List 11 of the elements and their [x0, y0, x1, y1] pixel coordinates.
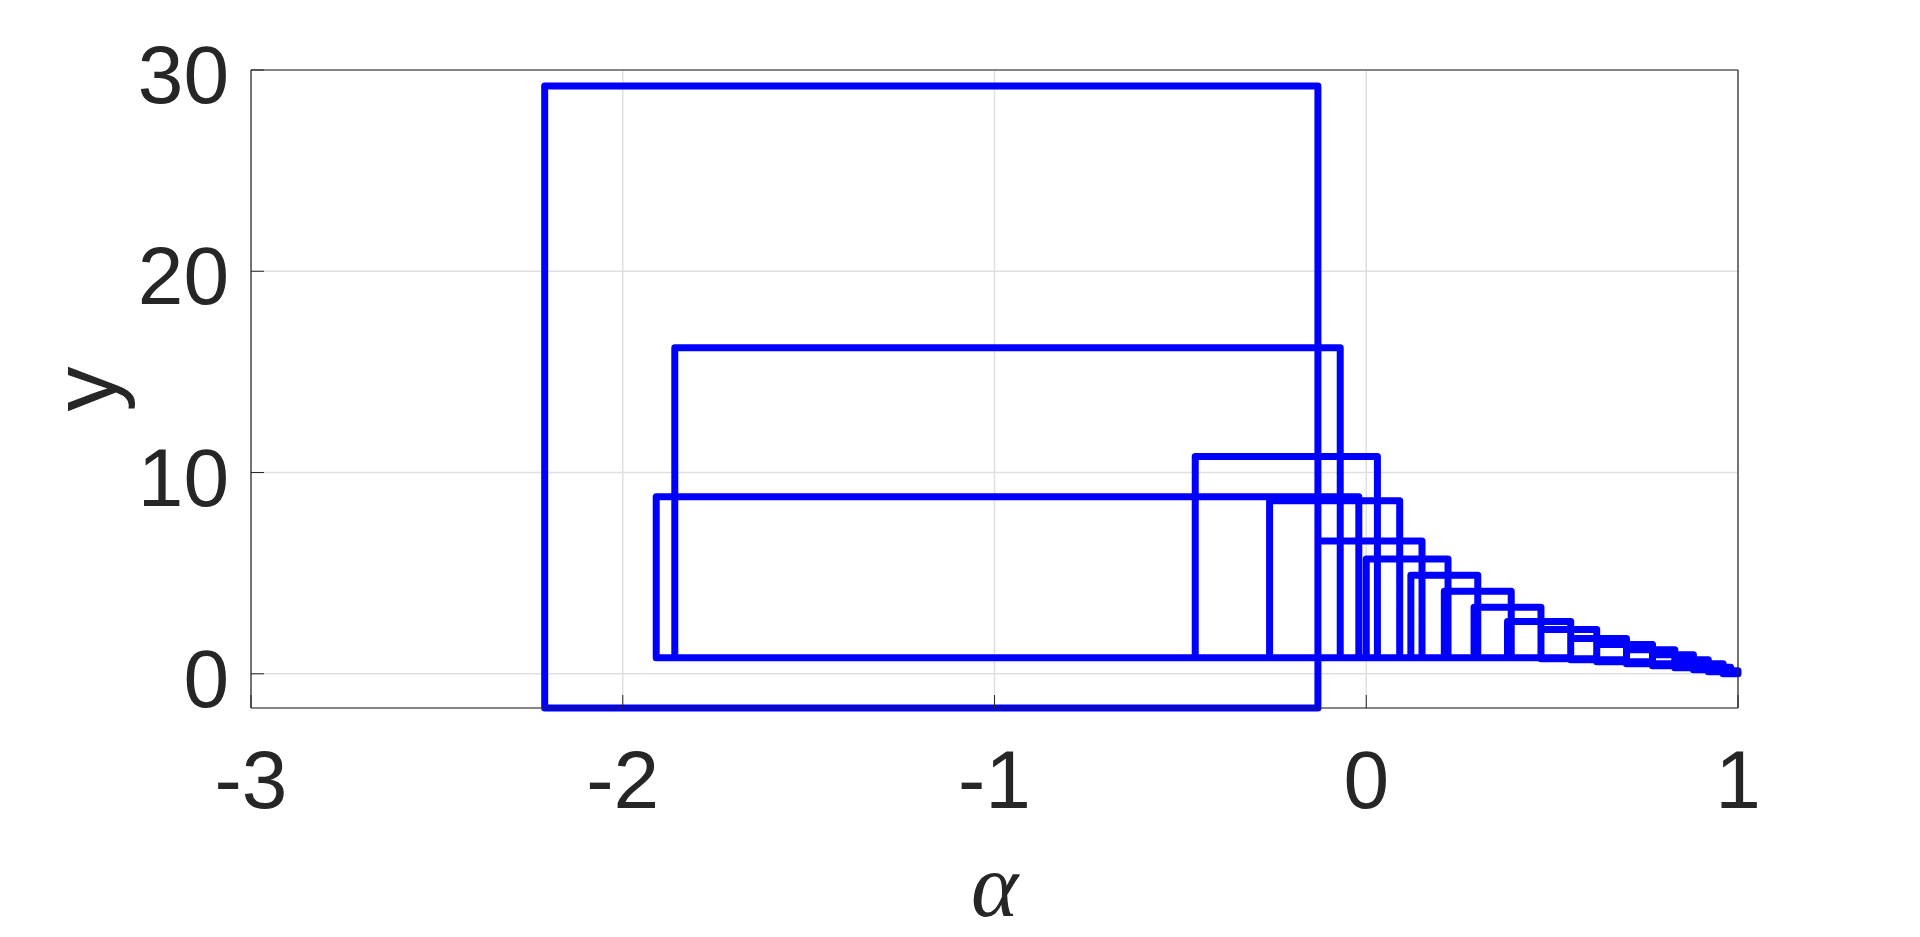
x-tick-label: 0 — [1343, 734, 1390, 825]
y-tick-label: 30 — [137, 29, 229, 120]
y-axis-title: y — [35, 366, 135, 412]
x-axis-title: α — [970, 836, 1019, 935]
y-tick-label: 20 — [137, 230, 229, 322]
y-tick-label: 10 — [137, 431, 229, 523]
x-tick-label: -3 — [214, 734, 288, 825]
x-tick-label: -2 — [586, 734, 660, 825]
y-tick-label: 0 — [183, 632, 229, 724]
x-tick-label: 1 — [1715, 734, 1761, 825]
x-tick-label: -1 — [958, 734, 1031, 825]
